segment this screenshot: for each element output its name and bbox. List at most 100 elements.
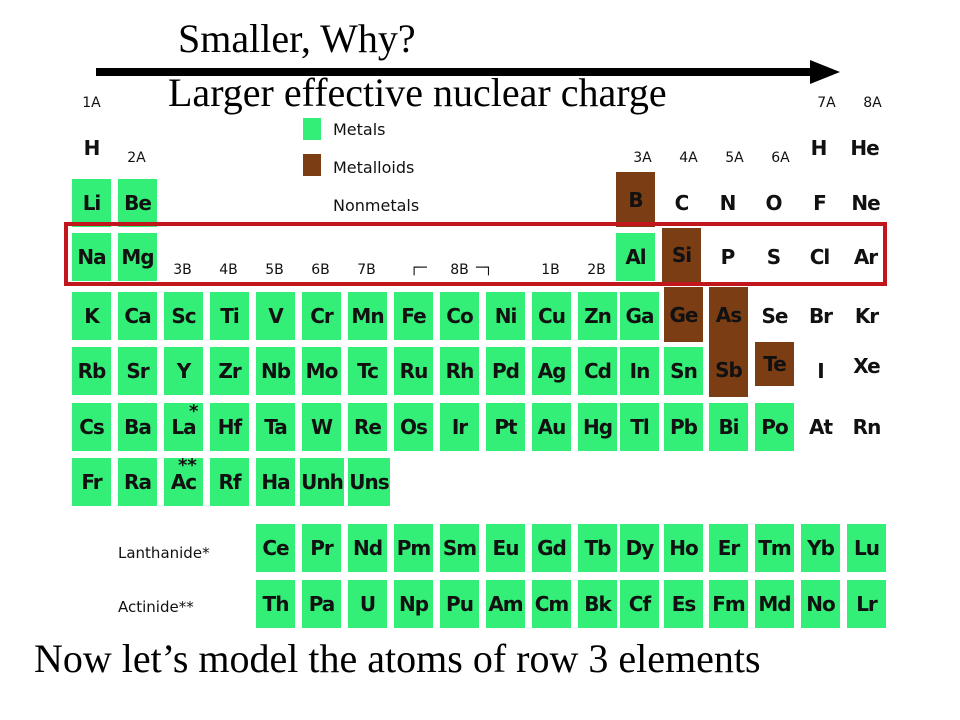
group-8B-bracket-right: ─┐ (476, 260, 493, 276)
element-sr: Sr (118, 347, 157, 395)
element-br: Br (808, 304, 833, 328)
lanthanide-marker: * (189, 401, 199, 422)
element-lr: Lr (847, 580, 886, 628)
group-label-7A: 7A (817, 95, 836, 111)
row-3-highlight-box (64, 222, 887, 286)
element-pm: Pm (394, 524, 433, 572)
element-p: P (720, 245, 736, 269)
element-bi: Bi (709, 403, 748, 451)
actinide-label: Actinide** (118, 598, 194, 616)
element-fm: Fm (709, 580, 748, 628)
element-au: Au (532, 403, 571, 451)
element-k: K (72, 292, 111, 340)
group-label-2B: 2B (587, 262, 606, 278)
trend-arrow-head (810, 60, 840, 84)
legend-metalloids-swatch (303, 154, 321, 176)
legend-nonmetals-label: Nonmetals (333, 196, 420, 215)
group-label-3A: 3A (633, 150, 652, 166)
element-ar: Ar (853, 245, 878, 269)
element-o: O (765, 191, 782, 215)
group-label-8A: 8A (863, 95, 882, 111)
element-ni: Ni (486, 292, 525, 340)
element-mn: Mn (348, 292, 387, 340)
element-es: Es (664, 580, 703, 628)
group-label-2A: 2A (127, 150, 146, 166)
element-rh: Rh (440, 347, 479, 395)
element-eu: Eu (486, 524, 525, 572)
element-la: La (164, 403, 203, 451)
element-hg: Hg (578, 403, 617, 451)
element-os: Os (394, 403, 433, 451)
element-re: Re (348, 403, 387, 451)
element-na: Na (72, 233, 111, 281)
element-se: Se (761, 304, 789, 328)
element-yb: Yb (801, 524, 840, 572)
element-s: S (766, 245, 781, 269)
element-gd: Gd (532, 524, 571, 572)
element-co: Co (440, 292, 479, 340)
element-ba: Ba (118, 403, 157, 451)
element-sc: Sc (164, 292, 203, 340)
element-in: In (620, 347, 659, 395)
element-po: Po (755, 403, 794, 451)
element-cl: Cl (809, 245, 831, 269)
group-label-1A: 1A (82, 95, 101, 111)
element-fr: Fr (72, 458, 111, 506)
element-pa: Pa (302, 580, 341, 628)
element-y: Y (164, 347, 203, 395)
group-label-6B: 6B (311, 262, 330, 278)
element-tc: Tc (348, 347, 387, 395)
group-label-7B: 7B (357, 262, 376, 278)
actinide-marker: ** (178, 455, 197, 476)
element-cd: Cd (578, 347, 617, 395)
slide-subtitle: Larger effective nuclear charge (168, 70, 667, 115)
element-mg: Mg (118, 233, 157, 281)
element-h: H (810, 136, 828, 160)
element-c: C (674, 191, 690, 215)
element-np: Np (394, 580, 433, 628)
element-sm: Sm (440, 524, 479, 572)
element-si: Si (662, 228, 701, 282)
group-label-1B: 1B (541, 262, 560, 278)
element-fe: Fe (394, 292, 433, 340)
element-uns: Uns (348, 458, 390, 506)
element-mo: Mo (302, 347, 341, 395)
element-no: No (801, 580, 840, 628)
element-zr: Zr (210, 347, 249, 395)
element-ga: Ga (620, 292, 659, 340)
group-label-4A: 4A (679, 150, 698, 166)
legend-metals-swatch (303, 118, 321, 140)
legend-metalloids-label: Metalloids (333, 158, 415, 177)
element-h: H (83, 136, 101, 160)
element-er: Er (709, 524, 748, 572)
element-tb: Tb (578, 524, 617, 572)
element-ra: Ra (118, 458, 157, 506)
element-lu: Lu (847, 524, 886, 572)
element-at: At (808, 415, 833, 439)
group-label-8B: 8B (450, 262, 469, 278)
group-label-3B: 3B (173, 262, 192, 278)
lanthanide-label: Lanthanide* (118, 544, 210, 562)
element-ac: Ac (164, 458, 203, 506)
element-ha: Ha (256, 458, 295, 506)
element-cf: Cf (620, 580, 659, 628)
element-cs: Cs (72, 403, 111, 451)
element-pb: Pb (664, 403, 703, 451)
element-he: He (850, 136, 879, 160)
element-ho: Ho (664, 524, 703, 572)
element-th: Th (256, 580, 295, 628)
element-rf: Rf (210, 458, 249, 506)
element-unh: Unh (300, 458, 344, 506)
element-sn: Sn (664, 347, 703, 395)
element-rb: Rb (72, 347, 111, 395)
element-cu: Cu (532, 292, 571, 340)
element-xe: Xe (853, 354, 880, 378)
group-label-5B: 5B (265, 262, 284, 278)
group-label-6A: 6A (771, 150, 790, 166)
trend-arrow (96, 60, 840, 84)
element-ce: Ce (256, 524, 295, 572)
element-te: Te (755, 342, 794, 386)
element-u: U (348, 580, 387, 628)
group-label-4B: 4B (219, 262, 238, 278)
element-as: As (709, 287, 748, 342)
